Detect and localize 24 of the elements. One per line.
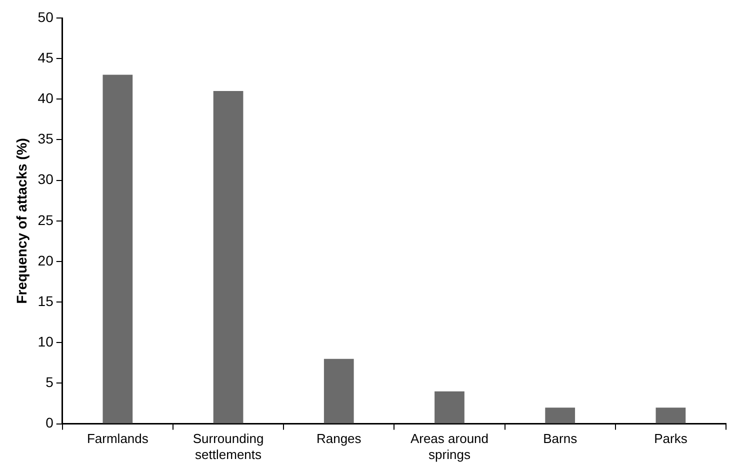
y-tick-label: 25 [38,212,54,228]
y-tick-label: 50 [38,8,54,25]
x-tick-label: Surrounding settlements [192,431,264,462]
y-tick-label: 5 [46,374,54,390]
bar [102,74,133,424]
bar [434,391,464,424]
x-tick-label: Parks [654,431,688,446]
bar [324,358,354,424]
x-tick-label: Areas around springs [410,431,489,462]
y-tick-label: 20 [38,252,54,268]
x-tick-label: Ranges [316,431,362,446]
bar [656,408,686,424]
y-tick-label: 15 [38,292,54,309]
bar [213,91,244,424]
y-tick-label: 10 [38,334,54,350]
y-axis-title: Frequency of attacks (%) [13,138,30,304]
y-tick-label: 0 [46,414,54,431]
y-tick-label: 30 [38,171,54,188]
y-tick-label: 45 [38,49,54,66]
y-tick-label: 40 [38,90,54,106]
bar [545,408,576,424]
y-tick-label: 35 [38,130,54,147]
x-tick-label: Barns [543,431,578,446]
x-tick-label: Farmlands [86,431,149,446]
